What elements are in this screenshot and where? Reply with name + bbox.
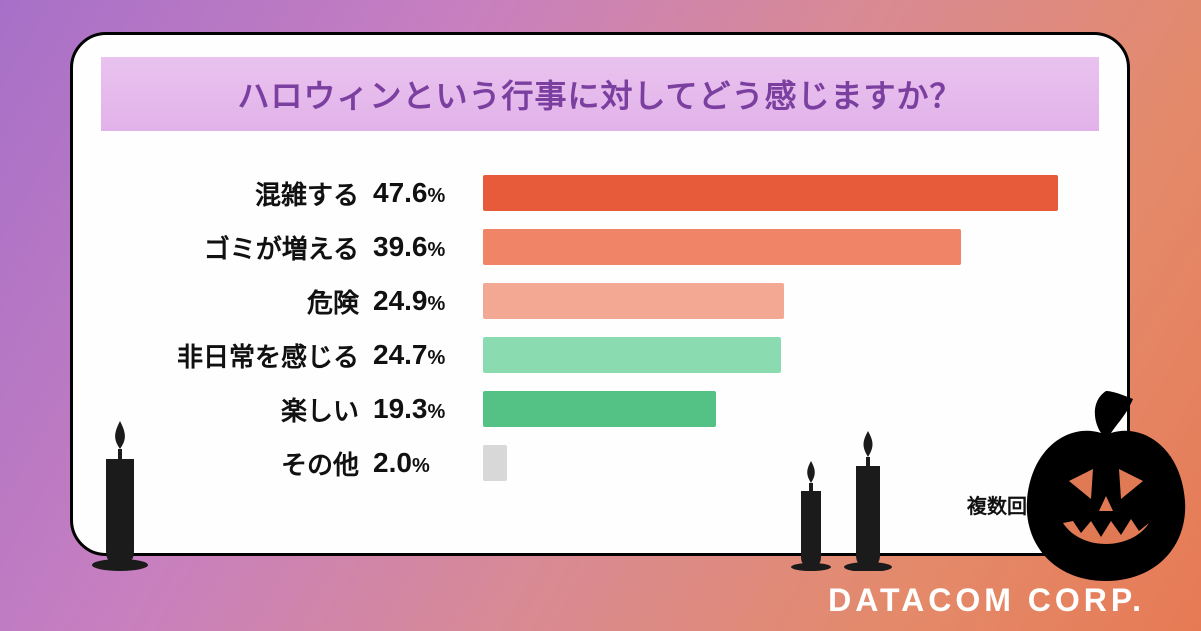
bar-value: 24.9% [373,285,483,317]
bar-track [483,175,1087,211]
chart-card: ハロウィンという行事に対してどう感じますか？ 混雑する47.6%ゴミが増える39… [70,32,1130,556]
bar-fill [483,391,716,427]
bar-row: その他2.0% [73,439,1087,487]
title-bar: ハロウィンという行事に対してどう感じますか？ [101,57,1099,131]
bar-track [483,391,1087,427]
candle-icon [790,461,832,571]
bar-row: 楽しい19.3% [73,385,1087,433]
bar-row: 非日常を感じる24.7% [73,331,1087,379]
bar-value: 39.6% [373,231,483,263]
bar-row: ゴミが増える39.6% [73,223,1087,271]
bar-chart: 混雑する47.6%ゴミが増える39.6%危険24.9%非日常を感じる24.7%楽… [73,169,1127,487]
bar-track [483,283,1087,319]
chart-title: ハロウィンという行事に対してどう感じますか？ [237,71,962,117]
bar-row: 混雑する47.6% [73,169,1087,217]
bar-row: 危険24.9% [73,277,1087,325]
brand-label: DATACOM CORP. [828,582,1145,619]
bar-fill [483,283,784,319]
bar-fill [483,229,961,265]
bar-value: 24.7% [373,339,483,371]
bar-value: 19.3% [373,393,483,425]
bar-label: ゴミが増える [73,229,373,266]
pumpkin-icon [1021,391,1191,581]
bar-track [483,229,1087,265]
bar-label: 混雑する [73,175,373,212]
bar-fill [483,337,781,373]
candle-icon [90,421,150,571]
bar-fill [483,445,507,481]
bar-track [483,337,1087,373]
bar-track [483,445,1087,481]
bar-label: 非日常を感じる [73,337,373,374]
candle-icon [842,431,894,571]
bar-value: 47.6% [373,177,483,209]
bar-fill [483,175,1058,211]
bar-value: 2.0% [373,447,483,479]
bar-label: 危険 [73,283,373,320]
